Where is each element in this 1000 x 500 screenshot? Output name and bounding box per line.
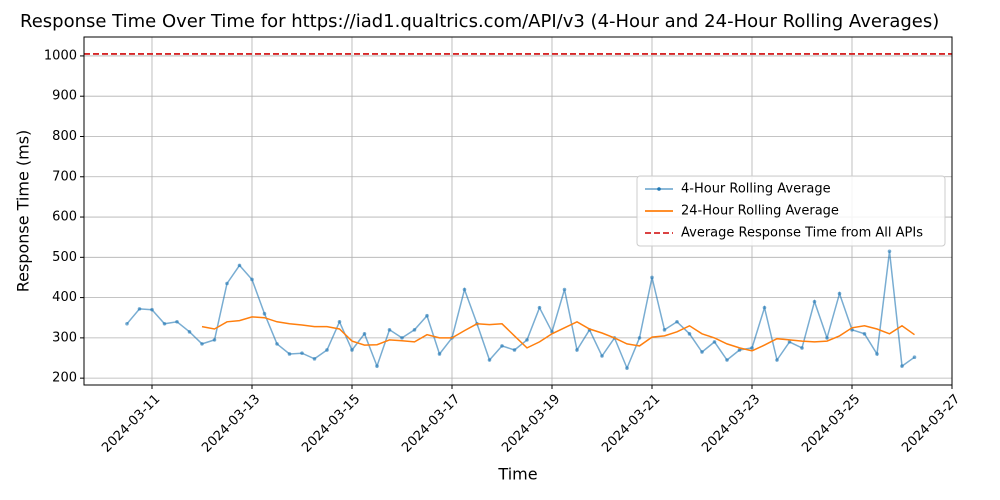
y-tick-label: 1000 [44,48,77,63]
series-marker [125,321,129,326]
series-marker [175,319,179,324]
series-marker [212,338,217,342]
series-marker [250,277,254,282]
y-tick-label: 600 [52,210,77,225]
y-axis-label: Response Time (ms) [14,130,33,293]
legend-label: 24-Hour Rolling Average [681,204,839,219]
series-marker [700,350,704,354]
series-marker [462,287,467,292]
series-marker [800,346,804,350]
series-marker [500,344,504,348]
series-marker [600,354,604,358]
series-marker [137,307,142,311]
series-marker [237,263,242,268]
series-marker [262,311,267,316]
series-marker [875,352,879,356]
series-marker [775,358,779,362]
series-marker [412,328,417,332]
series-marker [437,352,442,356]
y-tick-label: 200 [52,371,77,386]
series-marker [300,351,304,355]
series-marker [675,319,679,324]
series-marker [150,307,154,312]
series-marker [762,305,767,310]
x-tick-label: 2024-03-23 [699,392,763,456]
series-marker [662,328,667,332]
series-marker [737,348,742,352]
series-marker [725,358,729,362]
legend-label: 4-Hour Rolling Average [681,182,831,197]
x-tick-label: 2024-03-13 [199,392,263,456]
x-tick-label: 2024-03-19 [499,392,563,456]
series-marker [650,275,654,280]
x-tick-label: 2024-03-21 [599,392,663,456]
series-marker [225,281,229,286]
legend-marker [657,187,661,191]
series-marker [637,336,642,340]
series-marker [487,358,492,362]
series-marker [900,364,904,368]
series-marker [387,328,392,332]
x-tick-label: 2024-03-15 [299,392,363,456]
series-marker [837,291,842,296]
series-marker [912,355,917,360]
y-tick-label: 300 [52,330,77,345]
x-tick-label: 2024-03-27 [899,392,963,456]
series-marker [512,348,517,352]
series-marker [525,338,529,342]
y-tick-label: 900 [52,89,77,104]
legend-box [636,175,946,247]
x-tick-label: 2024-03-25 [799,392,863,456]
series-marker [325,348,329,352]
series-marker [537,305,542,310]
x-tick-label: 2024-03-17 [399,392,463,456]
series-marker [575,348,579,352]
series-marker [162,321,167,326]
series-marker [887,249,892,254]
series-marker [275,342,279,346]
series-marker [362,332,367,336]
series-marker [287,352,292,356]
series-marker [625,366,629,370]
series-marker [337,319,342,324]
series-marker [825,336,829,340]
series-marker [750,346,754,350]
legend-label: Average Response Time from All APIs [681,226,923,241]
plot-frame [83,36,953,386]
chart-title: Response Time Over Time for https://iad1… [20,11,939,32]
series-marker [200,342,204,346]
x-axis-label: Time [497,465,537,484]
series-marker [562,287,567,292]
series-marker [187,330,192,334]
series-marker [862,332,867,336]
series-marker [787,340,792,344]
series-marker [812,299,817,304]
series-marker [375,364,379,368]
series-line [126,251,915,371]
series-marker [400,336,404,340]
series-marker [687,332,692,336]
series-marker [425,313,429,318]
series-marker [350,348,354,352]
series-line [201,316,915,352]
y-tick-label: 400 [52,290,77,305]
x-tick-label: 2024-03-11 [99,392,163,456]
y-tick-label: 700 [52,169,77,184]
series-marker [312,357,317,361]
y-tick-label: 800 [52,129,77,144]
series-marker [712,340,717,344]
y-tick-label: 500 [52,250,77,265]
